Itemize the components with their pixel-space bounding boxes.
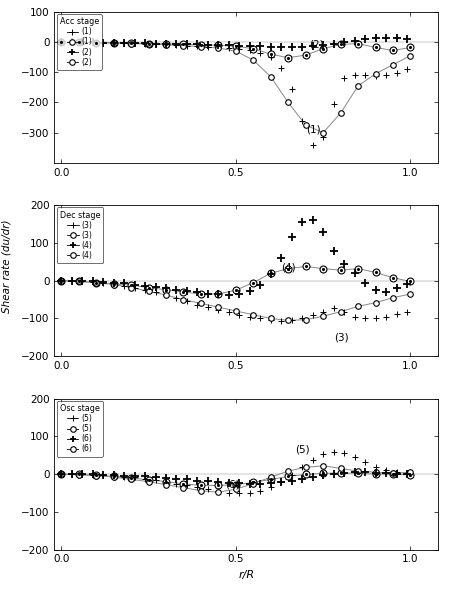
Legend: (5), (5), (6), (6): (5), (5), (6), (6) — [56, 401, 102, 456]
X-axis label: r/R: r/R — [238, 570, 254, 580]
Text: (4): (4) — [281, 262, 295, 272]
Text: (6): (6) — [225, 479, 239, 489]
Legend: (1), (1), (2), (2): (1), (1), (2), (2) — [56, 14, 101, 70]
Text: Shear rate (du/dr): Shear rate (du/dr) — [2, 219, 12, 313]
Text: (3): (3) — [333, 332, 348, 342]
Legend: (3), (3), (4), (4): (3), (3), (4), (4) — [56, 207, 103, 263]
Text: (5): (5) — [295, 444, 309, 454]
Text: (2): (2) — [308, 40, 323, 50]
Text: (1): (1) — [305, 125, 320, 135]
